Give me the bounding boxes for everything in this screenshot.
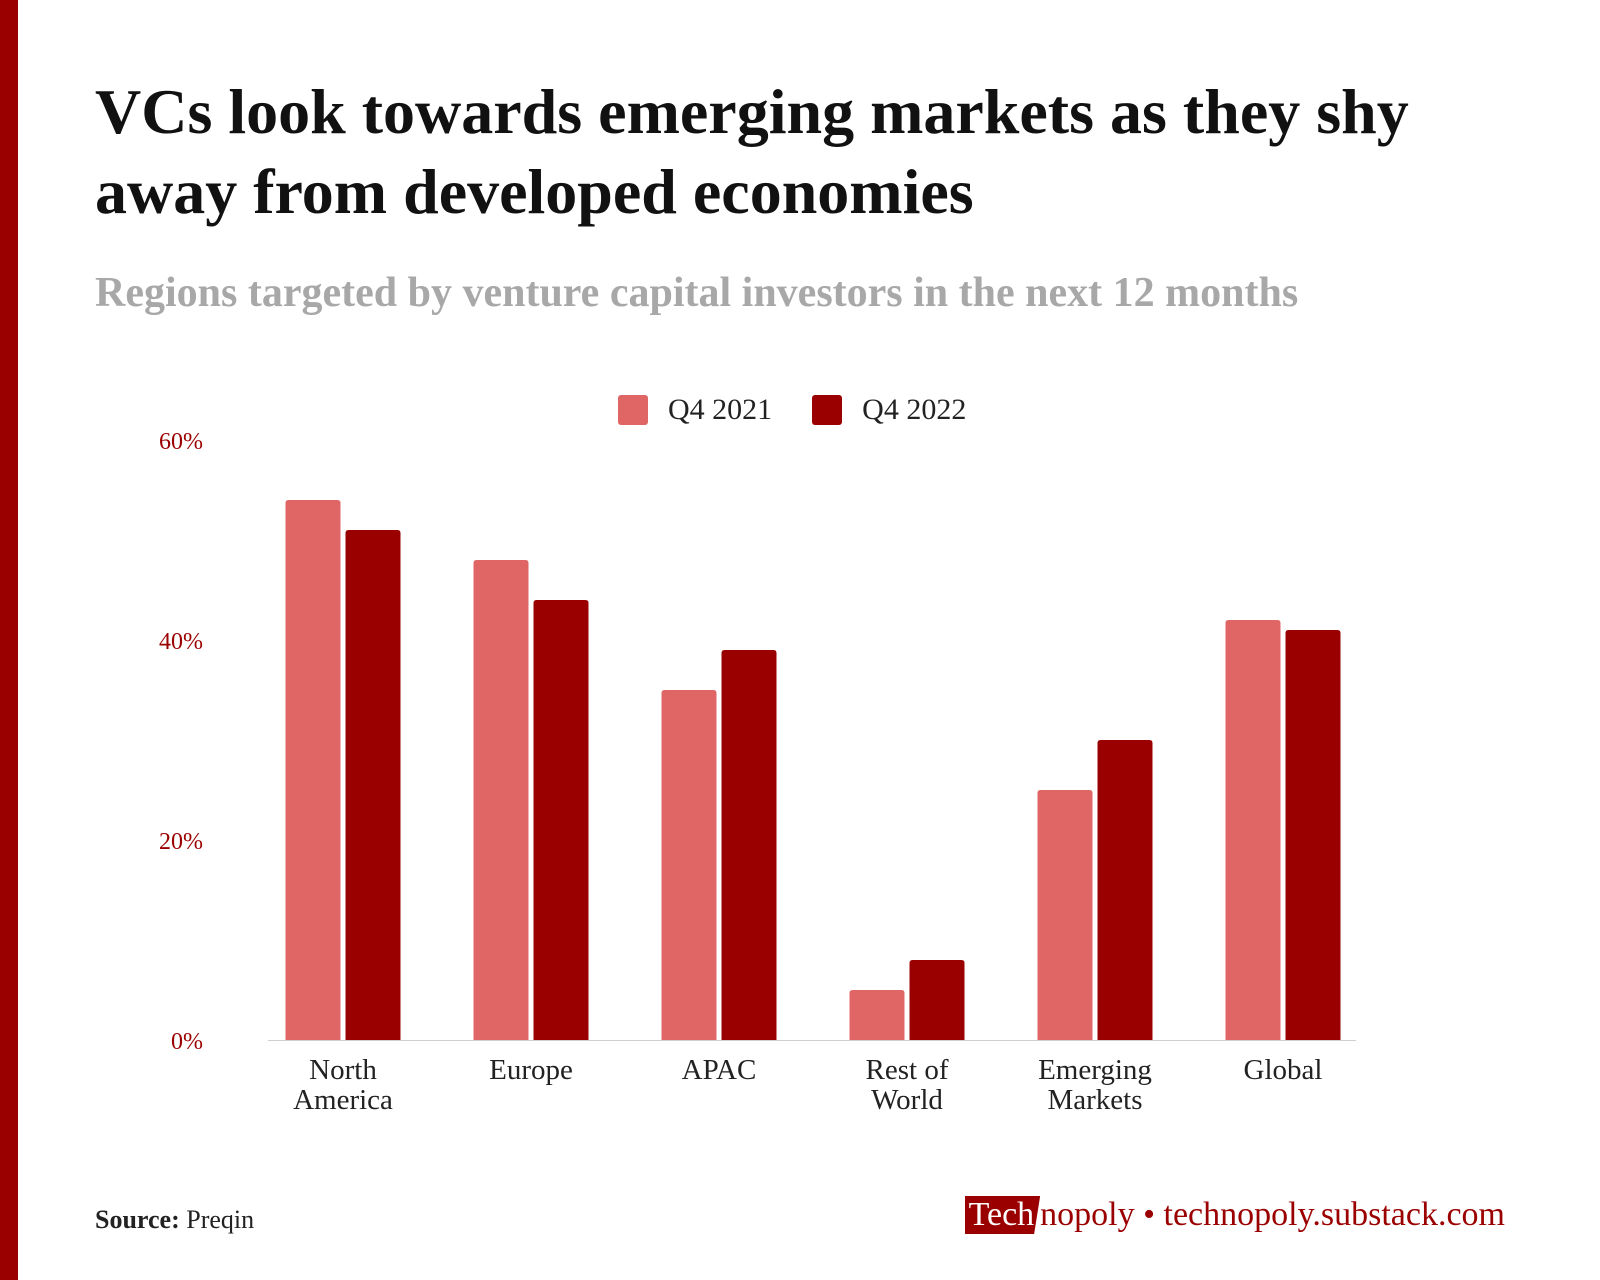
chart-legend: Q4 2021 Q4 2022	[618, 390, 1006, 430]
x-tick-label: Global	[1244, 1054, 1323, 1086]
brand-logo-highlight: Tech	[964, 1196, 1041, 1234]
bar-q4-2021	[661, 690, 717, 1040]
bar-q4-2021	[849, 990, 905, 1040]
bar-q4-2021	[1037, 790, 1093, 1040]
bar-q4-2021	[473, 560, 529, 1040]
y-tick-label: 0%	[171, 1029, 203, 1055]
bar-q4-2022	[1285, 630, 1341, 1040]
bar-q4-2022	[345, 530, 401, 1040]
y-tick-label: 40%	[159, 629, 203, 655]
brand-text: nopoly • technopoly.substack.com	[1040, 1196, 1505, 1233]
legend-item-q4-2021: Q4 2021	[618, 393, 772, 427]
x-tick-label: Emerging Markets	[1038, 1054, 1152, 1116]
source-value: Preqin	[186, 1205, 255, 1234]
source-label: Source:	[95, 1205, 180, 1234]
x-tick-label: North America	[293, 1054, 393, 1116]
legend-item-q4-2022: Q4 2022	[812, 393, 966, 427]
bar-q4-2021	[285, 500, 341, 1040]
bar-q4-2022	[1097, 740, 1153, 1040]
chart-subtitle: Regions targeted by venture capital inve…	[95, 270, 1299, 316]
footer-source: Source: Preqin	[95, 1205, 254, 1235]
left-accent-bar	[0, 0, 18, 1280]
bar-chart: 0% 20% 40% 60% North America Europe APAC Rest of…	[159, 429, 1356, 1116]
x-tick-label: Europe	[489, 1054, 573, 1086]
bar-q4-2021	[1225, 620, 1281, 1040]
x-tick-label: APAC	[682, 1054, 757, 1086]
y-tick-label: 20%	[159, 829, 203, 855]
bar-q4-2022	[909, 960, 965, 1040]
legend-swatch-q4-2022	[812, 395, 843, 425]
y-tick-label: 60%	[159, 429, 203, 455]
legend-label-q4-2022: Q4 2022	[862, 393, 967, 426]
x-tick-label: Rest of World	[866, 1054, 949, 1116]
bar-q4-2022	[533, 600, 589, 1040]
chart-title: VCs look towards emerging markets as the…	[95, 76, 1409, 227]
footer-brand: Tech nopoly • technopoly.substack.com	[964, 1196, 1505, 1234]
legend-swatch-q4-2021	[618, 395, 648, 425]
legend-label-q4-2021: Q4 2021	[668, 393, 773, 426]
bar-q4-2022	[721, 650, 777, 1040]
